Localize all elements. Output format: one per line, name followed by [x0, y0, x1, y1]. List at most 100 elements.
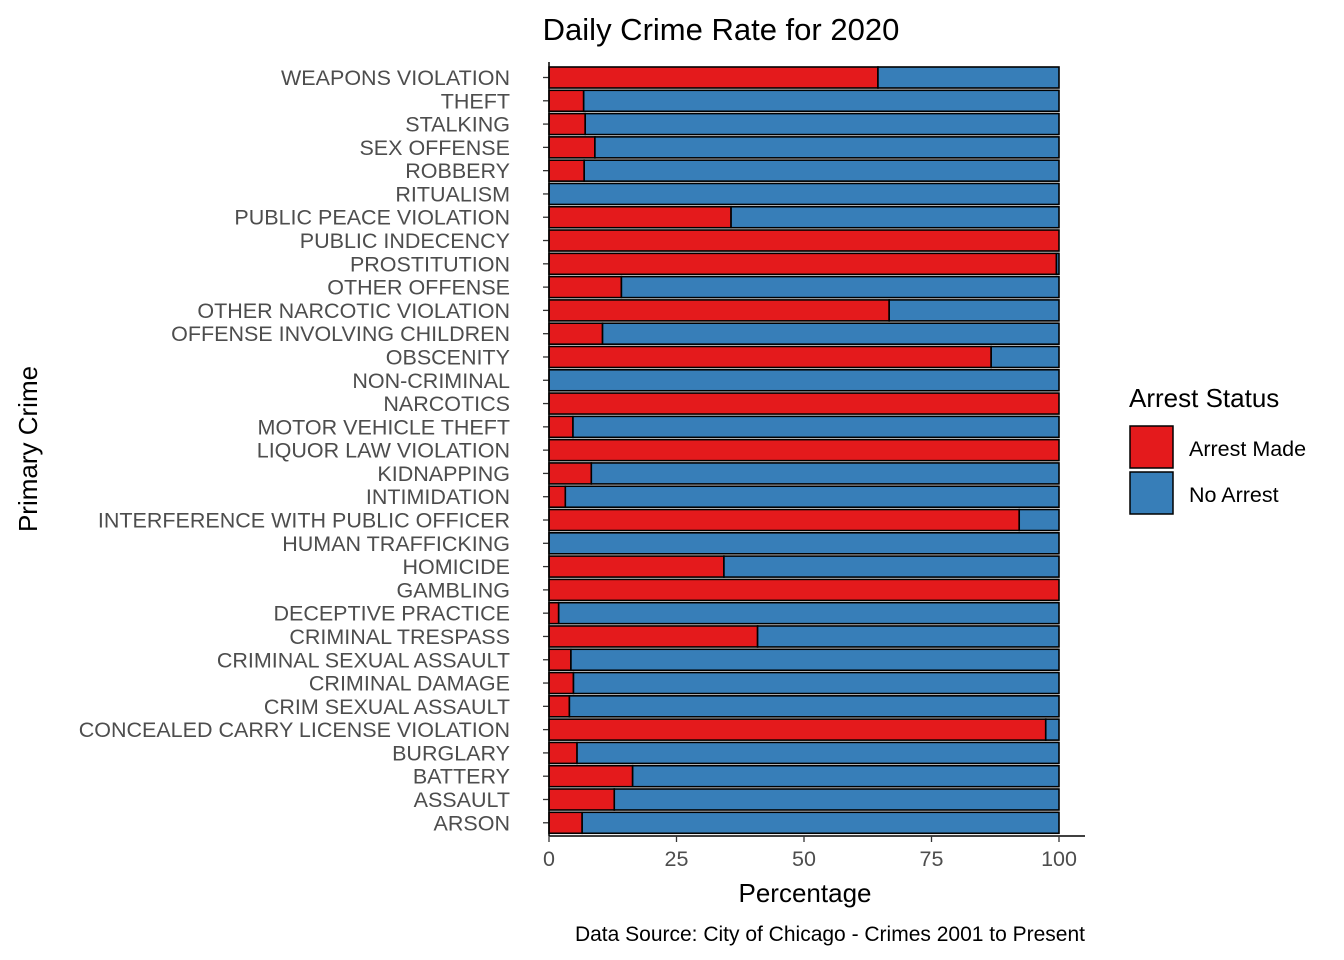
bar-no-arrest-stalking: [584, 112, 1060, 136]
bar-arrest-made-battery: [548, 764, 634, 788]
y-tick-label-ritualism: RITUALISM: [395, 182, 510, 206]
legend-title: Arrest Status: [1129, 383, 1279, 413]
bar-no-arrest-weapons-violation: [877, 66, 1060, 89]
bars-group: [548, 66, 1060, 835]
y-tick-label-public-peace-violation: PUBLIC PEACE VIOLATION: [234, 206, 510, 230]
y-tick-label-gambling: GAMBLING: [397, 578, 511, 602]
y-tick-label-assault: ASSAULT: [414, 788, 510, 812]
y-tick-label-obscenity: OBSCENITY: [386, 345, 510, 369]
bar-no-arrest-motor-vehicle-theft: [572, 415, 1060, 439]
bar-arrest-made-crim-sexual-assault: [548, 695, 571, 718]
bar-arrest-made-theft: [548, 89, 585, 113]
y-tick-label-other-narcotic-violation: OTHER NARCOTIC VIOLATION: [197, 299, 510, 323]
bar-no-arrest-offense-involving-children: [601, 322, 1060, 345]
bar-arrest-made-obscenity: [548, 345, 992, 369]
caption: Data Source: City of Chicago - Crimes 20…: [575, 923, 1085, 946]
legend-label-no-arrest: No Arrest: [1189, 483, 1279, 507]
bar-arrest-made-homicide: [548, 555, 725, 578]
bar-arrest-made-liquor-law-violation: [548, 438, 1060, 462]
bar-arrest-made-stalking: [548, 112, 587, 136]
bar-arrest-made-arson: [548, 811, 583, 835]
bar-no-arrest-deceptive-practice: [557, 601, 1060, 625]
y-tick-label-burglary: BURGLARY: [392, 741, 510, 765]
bar-no-arrest-criminal-trespass: [756, 625, 1060, 648]
bar-arrest-made-criminal-damage: [548, 671, 575, 695]
bar-no-arrest-theft: [582, 89, 1060, 113]
legend-label-arrest-made: Arrest Made: [1189, 437, 1306, 461]
legend-swatch-no-arrest: [1129, 471, 1174, 515]
x-tick-label-0: 0: [543, 847, 555, 871]
bar-no-arrest-ritualism: [548, 182, 1060, 206]
y-tick-label-motor-vehicle-theft: MOTOR VEHICLE THEFT: [258, 415, 510, 439]
y-tick-label-robbery: ROBBERY: [405, 159, 510, 183]
x-axis-title: Percentage: [739, 878, 872, 908]
bar-arrest-made-motor-vehicle-theft: [548, 415, 574, 439]
bar-no-arrest-other-narcotic-violation: [888, 299, 1060, 322]
bar-arrest-made-prostitution: [548, 252, 1058, 276]
bar-no-arrest-other-offense: [620, 275, 1060, 299]
y-tick-label-public-indecency: PUBLIC INDECENCY: [300, 229, 510, 253]
legend: Arrest Status Arrest Made No Arrest: [1129, 383, 1306, 515]
y-tick-label-narcotics: NARCOTICS: [383, 392, 510, 416]
bar-arrest-made-deceptive-practice: [548, 601, 560, 625]
bar-no-arrest-sex-offense: [594, 136, 1060, 159]
y-tick-label-interference-with-public-officer: INTERFERENCE WITH PUBLIC OFFICER: [98, 509, 510, 533]
chart-title: Daily Crime Rate for 2020: [543, 12, 900, 47]
bar-arrest-made-public-indecency: [548, 229, 1060, 252]
bar-no-arrest-battery: [631, 764, 1060, 788]
x-axis: 0 25 50 75 100: [543, 835, 1085, 871]
y-tick-label-intimidation: INTIMIDATION: [366, 485, 510, 509]
bar-arrest-made-offense-involving-children: [548, 322, 604, 345]
y-tick-label-non-criminal: NON-CRIMINAL: [352, 369, 510, 393]
bar-no-arrest-concealed-carry-license-violation: [1044, 718, 1060, 741]
y-tick-label-kidnapping: KIDNAPPING: [377, 462, 510, 486]
y-tick-label-concealed-carry-license-violation: CONCEALED CARRY LICENSE VIOLATION: [79, 718, 510, 742]
bar-no-arrest-human-trafficking: [548, 531, 1060, 555]
y-tick-label-criminal-trespass: CRIMINAL TRESPASS: [289, 625, 510, 649]
y-tick-label-liquor-law-violation: LIQUOR LAW VIOLATION: [257, 439, 510, 463]
bar-no-arrest-assault: [613, 788, 1060, 811]
bar-arrest-made-other-offense: [548, 275, 623, 299]
y-tick-label-criminal-damage: CRIMINAL DAMAGE: [309, 672, 510, 696]
bar-no-arrest-obscenity: [990, 345, 1060, 369]
y-tick-label-deceptive-practice: DECEPTIVE PRACTICE: [273, 602, 510, 626]
bar-arrest-made-interference-with-public-officer: [548, 508, 1021, 532]
y-tick-label-stalking: STALKING: [405, 113, 510, 137]
bar-arrest-made-public-peace-violation: [548, 205, 732, 229]
legend-swatch-arrest-made: [1129, 425, 1174, 469]
bar-arrest-made-gambling: [548, 578, 1060, 602]
bar-arrest-made-kidnapping: [548, 462, 593, 485]
bar-no-arrest-kidnapping: [590, 462, 1060, 485]
y-tick-label-offense-involving-children: OFFENSE INVOLVING CHILDREN: [171, 322, 510, 346]
bar-no-arrest-intimidation: [564, 485, 1060, 509]
bar-arrest-made-burglary: [548, 741, 578, 765]
bar-arrest-made-other-narcotic-violation: [548, 299, 890, 322]
bar-no-arrest-criminal-sexual-assault: [570, 648, 1060, 672]
x-tick-label-75: 75: [920, 847, 944, 871]
x-tick-label-100: 100: [1041, 847, 1077, 871]
bar-arrest-made-concealed-carry-license-violation: [548, 718, 1047, 741]
bar-no-arrest-burglary: [576, 741, 1060, 765]
bar-arrest-made-intimidation: [548, 485, 567, 509]
y-tick-label-homicide: HOMICIDE: [403, 555, 511, 579]
y-tick-label-criminal-sexual-assault: CRIMINAL SEXUAL ASSAULT: [217, 648, 510, 672]
bar-arrest-made-criminal-trespass: [548, 625, 759, 648]
bar-arrest-made-robbery: [548, 159, 585, 182]
bar-no-arrest-criminal-damage: [572, 671, 1060, 695]
y-tick-label-battery: BATTERY: [413, 765, 510, 789]
y-tick-label-sex-offense: SEX OFFENSE: [359, 136, 510, 160]
bar-no-arrest-crim-sexual-assault: [568, 695, 1060, 718]
bar-no-arrest-robbery: [583, 159, 1060, 182]
y-tick-label-prostitution: PROSTITUTION: [350, 252, 510, 276]
y-tick-label-other-offense: OTHER OFFENSE: [327, 276, 510, 300]
bar-no-arrest-non-criminal: [548, 368, 1060, 392]
bar-arrest-made-assault: [548, 788, 616, 811]
y-tick-label-crim-sexual-assault: CRIM SEXUAL ASSAULT: [264, 695, 510, 719]
bar-arrest-made-narcotics: [548, 392, 1060, 415]
bar-arrest-made-criminal-sexual-assault: [548, 648, 572, 672]
x-tick-label-50: 50: [792, 847, 816, 871]
bar-no-arrest-public-peace-violation: [730, 205, 1060, 229]
y-axis-title: Primary Crime: [13, 366, 43, 532]
